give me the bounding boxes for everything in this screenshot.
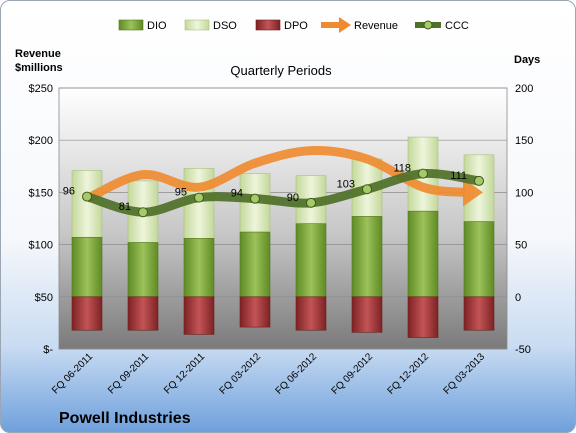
y-left-label-line1: Revenue: [15, 48, 61, 60]
x-tick-label: FQ 12-2012: [386, 351, 432, 397]
y-right-tick-label: 200: [515, 83, 533, 95]
ccc-point: [194, 192, 204, 203]
y-right-tick-label: 0: [515, 292, 521, 304]
bar-dpo: [407, 296, 439, 338]
bar-dpo: [127, 296, 159, 331]
bar-dpo: [463, 296, 495, 331]
y-right-label: Days: [514, 54, 540, 66]
ccc-point: [138, 207, 148, 218]
y-left-tick-label: $150: [29, 187, 53, 199]
y-left-label-line2: $millions: [15, 62, 63, 74]
bar-dio: [183, 238, 215, 298]
x-tick-label: FQ 06-2011: [50, 351, 95, 396]
revenue-line: [85, 146, 466, 203]
ccc-data-label: 96: [63, 186, 75, 198]
ccc-data-label: 118: [393, 163, 411, 175]
bar-dio: [71, 236, 103, 298]
ccc-data-label: 103: [337, 178, 355, 190]
bar-dio: [295, 223, 327, 298]
ccc-point: [418, 168, 428, 179]
y-right-tick-label: 100: [515, 187, 533, 199]
bar-dpo: [183, 296, 215, 335]
legend-swatch-ccc-marker: [423, 20, 433, 30]
bar-dio: [239, 231, 271, 298]
legend-swatch-revenue-arrow: [339, 17, 351, 33]
y-left-tick-label: $250: [29, 83, 53, 95]
ccc-data-label: 81: [119, 201, 131, 213]
x-tick-label: FQ 12-2011: [162, 351, 207, 396]
legend-label-dpo: DPO: [284, 20, 308, 32]
bar-dio: [127, 242, 159, 298]
ccc-point: [362, 184, 372, 195]
x-tick-label: FQ 03-2012: [218, 351, 264, 397]
legend-label-dio: DIO: [147, 20, 167, 32]
chart-title: Quarterly Periods: [230, 63, 332, 78]
y-left-tick-label: $-: [43, 344, 53, 356]
legend-swatch-dso: [184, 19, 210, 31]
ccc-data-label: 94: [231, 188, 243, 200]
legend-swatch-dpo: [255, 19, 281, 31]
x-tick-label: FQ 09-2012: [330, 351, 376, 397]
revenue-arrowhead: [463, 178, 483, 207]
plot-area: [58, 87, 508, 350]
ccc-point: [82, 191, 92, 202]
x-tick-label: FQ 09-2011: [106, 351, 151, 396]
ccc-data-label: 90: [287, 192, 299, 204]
company-name: Powell Industries: [59, 410, 191, 427]
bar-dio: [407, 210, 439, 298]
y-right-tick-label: 150: [515, 135, 533, 147]
x-tick-label: FQ 03-2013: [442, 351, 488, 397]
legend-label-revenue: Revenue: [354, 20, 398, 32]
y-left-tick-label: $200: [29, 135, 53, 147]
bar-dio: [463, 221, 495, 298]
y-right-tick-label: 50: [515, 240, 527, 252]
bar-dpo: [351, 296, 383, 333]
ccc-point: [474, 175, 484, 186]
bar-dpo: [239, 296, 271, 328]
ccc-data-label: 111: [450, 170, 467, 182]
bar-dio: [351, 216, 383, 298]
y-left-tick-label: $50: [35, 292, 53, 304]
y-right-tick-label: -50: [515, 344, 531, 356]
ccc-point: [306, 197, 316, 208]
bar-dpo: [295, 296, 327, 331]
ccc-point: [250, 193, 260, 204]
bar-dpo: [71, 296, 103, 331]
legend-label-ccc: CCC: [445, 20, 469, 32]
legend-label-dso: DSO: [213, 20, 237, 32]
y-left-tick-label: $100: [29, 240, 53, 252]
ccc-data-label: 95: [175, 187, 187, 199]
x-tick-label: FQ 06-2012: [274, 351, 320, 397]
legend-swatch-dio: [118, 19, 144, 31]
